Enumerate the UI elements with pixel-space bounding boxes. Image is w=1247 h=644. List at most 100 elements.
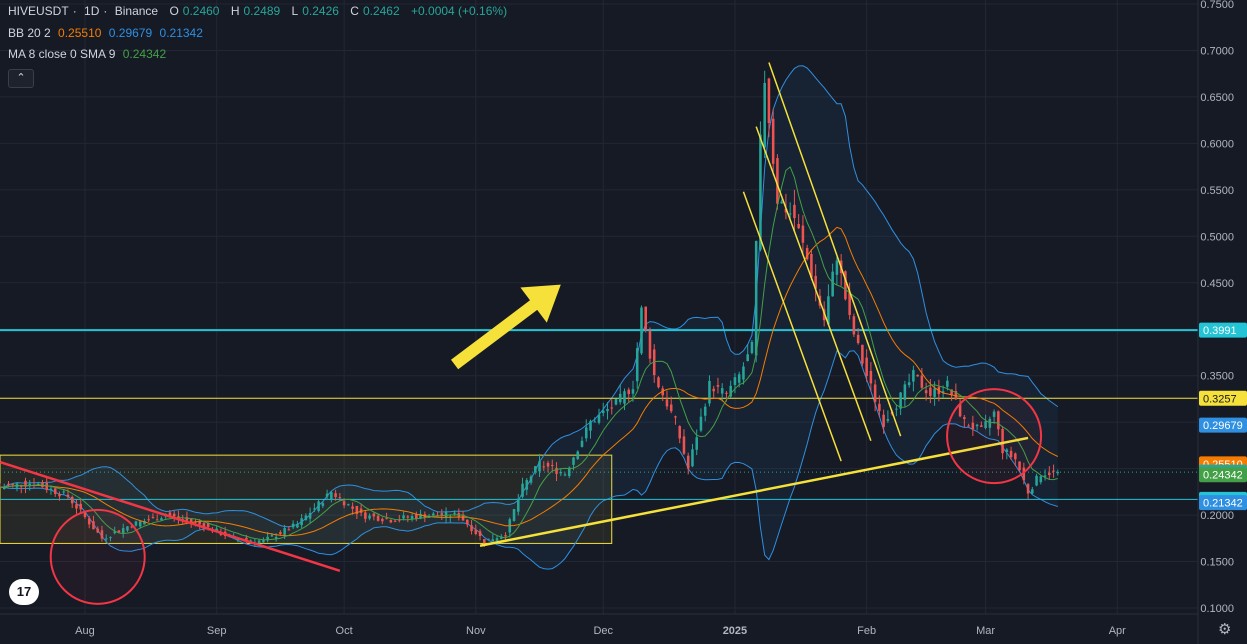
candle-body	[321, 503, 325, 506]
ma-legend[interactable]: MA 8 close 0 SMA 9 0.24342	[8, 47, 170, 61]
candle-body	[929, 387, 932, 396]
yellow-channel-lower[interactable]	[742, 191, 842, 462]
bb_upper-tag-label: 0.29679	[1203, 420, 1243, 432]
candle-body	[682, 436, 686, 454]
candle-body	[342, 501, 346, 506]
candle-body	[75, 504, 78, 509]
yellow-channel-mid[interactable]	[755, 126, 872, 441]
resistance-tag	[1199, 322, 1247, 338]
candle-body	[291, 523, 295, 528]
candle-body	[640, 307, 643, 354]
low-value: 0.2426	[302, 4, 339, 18]
candle-body	[92, 521, 95, 530]
candle-body	[550, 465, 554, 467]
candle-body	[967, 425, 970, 427]
candle-body	[304, 515, 308, 521]
candle-body	[971, 422, 975, 429]
red-downtrend-line[interactable]	[0, 460, 341, 573]
candle-body	[53, 488, 57, 494]
bb-lower-value: 0.21342	[159, 26, 203, 40]
candle-body	[703, 406, 707, 416]
price-tick-label: 0.2000	[1200, 510, 1234, 522]
candles	[0, 70, 1060, 547]
candle-body	[975, 424, 979, 427]
candle-body	[941, 391, 945, 393]
ma-label[interactable]: MA 8 close 0 SMA 9	[8, 47, 116, 61]
candle-body	[555, 467, 558, 474]
price-tags: 0.39910.32570.21690.296790.255100.24620.…	[1199, 322, 1247, 511]
candle-body	[79, 503, 82, 510]
open-label: O	[169, 4, 179, 18]
exchange-label: Binance	[114, 4, 159, 18]
time-tick-label: Sep	[207, 625, 227, 637]
yellow-arrow[interactable]	[451, 284, 561, 370]
price-tick-label: 0.4500	[1200, 278, 1234, 290]
yellow-channel-upper[interactable]	[768, 62, 902, 437]
open-value: 0.2460	[182, 4, 220, 18]
price-tick-label: 0.5000	[1200, 231, 1234, 243]
candle-body	[521, 483, 524, 497]
high-value: 0.2489	[243, 4, 281, 18]
candle-body	[699, 416, 703, 431]
time-tick-label: Aug	[75, 625, 95, 637]
gear-icon[interactable]: ⚙	[1218, 621, 1232, 638]
candle-body	[296, 524, 299, 528]
candle-body	[805, 247, 809, 260]
candle-body	[126, 526, 129, 531]
price-tick-label: 0.6500	[1200, 92, 1234, 104]
circle-march[interactable]	[946, 388, 1043, 485]
ma-tag-label: 0.24342	[1203, 470, 1243, 482]
candle-body	[814, 275, 817, 289]
candle-body	[198, 521, 201, 525]
time-axis[interactable]: Aug Sep Oct Nov Dec 2025 Feb Mar Apr	[75, 625, 1126, 637]
candle-body	[398, 519, 401, 521]
candle-body	[1035, 475, 1038, 486]
drawings[interactable]	[0, 62, 1043, 605]
candle-body	[270, 535, 274, 537]
circle-august[interactable]	[49, 508, 146, 605]
symbol-name[interactable]: HIVEUSDT	[8, 4, 69, 18]
candle-body	[954, 391, 958, 400]
change-value: +0.0004 (+0.16%)	[411, 4, 508, 18]
bb-label[interactable]: BB 20 2	[8, 26, 51, 40]
candle-body	[372, 513, 376, 517]
candle-body	[355, 505, 359, 514]
candle-body	[691, 449, 694, 467]
candle-body	[525, 480, 529, 490]
candle-body	[933, 388, 936, 397]
candle-body	[907, 382, 911, 386]
candle-body	[610, 407, 614, 409]
collapse-legend-button[interactable]: ⌃	[8, 69, 34, 88]
ma-value: 0.24342	[122, 47, 167, 61]
candle-body	[202, 523, 206, 529]
candle-body	[419, 513, 422, 519]
candle-body	[725, 392, 728, 394]
candle-body	[330, 492, 333, 500]
candle-body	[958, 403, 962, 417]
candle-body	[185, 517, 189, 521]
candle-body	[151, 516, 155, 518]
candle-body	[716, 385, 720, 387]
candle-body	[844, 271, 847, 300]
interval-label[interactable]: 1D	[84, 4, 100, 18]
time-tick-label: Dec	[593, 625, 613, 637]
candle-body	[793, 204, 796, 219]
candle-body	[882, 414, 885, 427]
candle-body	[436, 515, 439, 517]
candle-body	[66, 494, 70, 497]
candle-body	[1052, 470, 1055, 472]
time-tick-label: Nov	[466, 625, 486, 637]
candle-body	[534, 466, 537, 473]
candle-body	[385, 518, 388, 520]
yellow-support-trendline[interactable]	[479, 436, 1029, 547]
tradingview-logo[interactable]: 17	[9, 579, 39, 605]
candle-body	[206, 523, 210, 527]
candle-body	[963, 417, 966, 420]
candle-body	[143, 521, 146, 525]
time-tick-label: 2025	[723, 625, 747, 637]
candle-body	[389, 519, 393, 523]
bb-legend[interactable]: BB 20 2 0.25510 0.29679 0.21342	[8, 26, 207, 40]
